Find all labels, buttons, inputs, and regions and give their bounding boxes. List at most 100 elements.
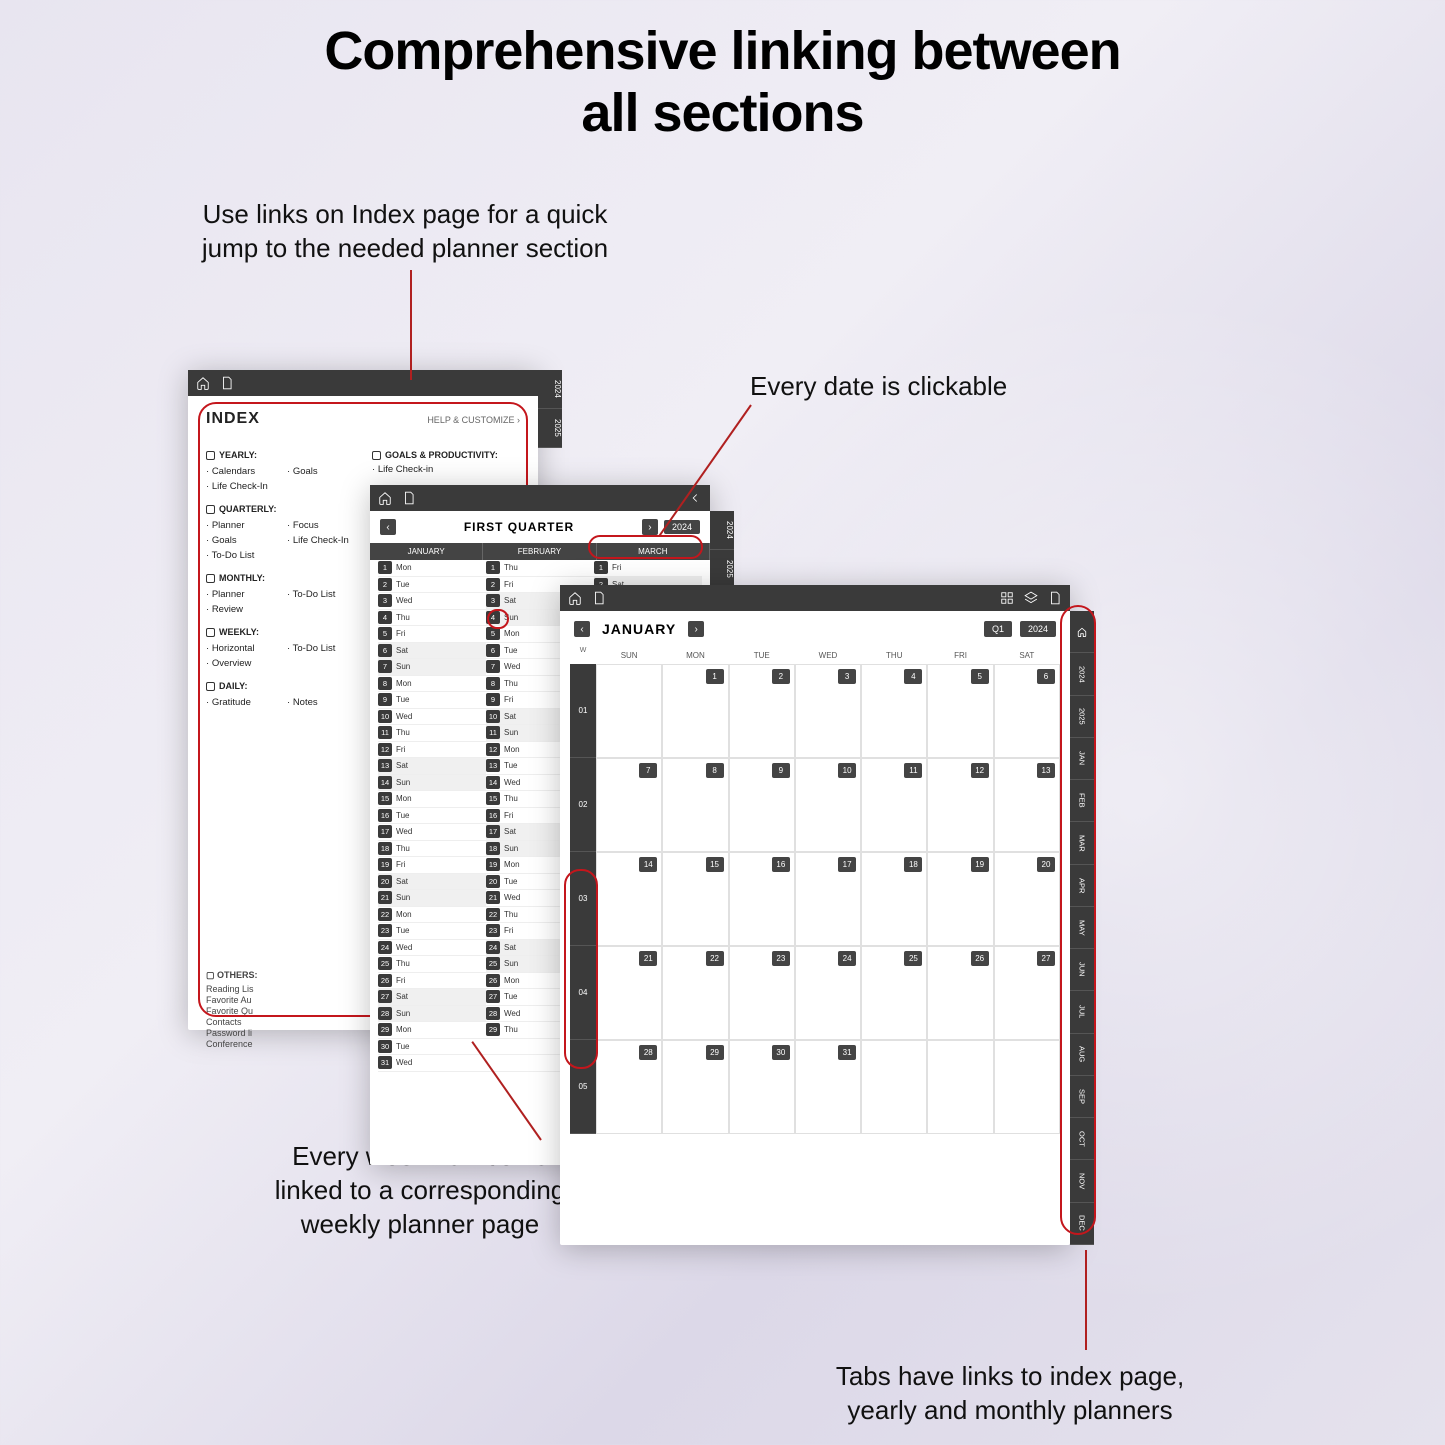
- quarter-day-cell[interactable]: 29Mon: [378, 1022, 486, 1039]
- quarter-day-cell[interactable]: 23Tue: [378, 923, 486, 940]
- side-tab[interactable]: OCT: [1070, 1118, 1094, 1160]
- quarter-pill[interactable]: Q1: [984, 621, 1012, 637]
- quarter-day-cell[interactable]: 31Wed: [378, 1055, 486, 1072]
- page-icon[interactable]: [592, 591, 606, 605]
- page-icon[interactable]: [402, 491, 416, 505]
- quarter-day-cell[interactable]: 3Wed: [378, 593, 486, 610]
- side-tab[interactable]: 2025: [710, 550, 734, 589]
- quarter-day-cell[interactable]: 9Tue: [378, 692, 486, 709]
- side-tab[interactable]: 2024: [538, 370, 562, 409]
- quarter-day-cell[interactable]: 15Mon: [378, 791, 486, 808]
- side-tab[interactable]: JUN: [1070, 949, 1094, 991]
- page-icon[interactable]: [220, 376, 234, 390]
- side-tab[interactable]: 2025: [1070, 696, 1094, 738]
- index-link[interactable]: Goals: [287, 466, 354, 477]
- side-tab[interactable]: DEC: [1070, 1203, 1094, 1245]
- calendar-day-cell[interactable]: 13: [994, 758, 1060, 852]
- side-tab[interactable]: MAY: [1070, 907, 1094, 949]
- calendar-day-cell[interactable]: 2: [729, 664, 795, 758]
- index-link[interactable]: To-Do List: [206, 550, 273, 561]
- index-link[interactable]: Goals: [206, 535, 273, 546]
- quarter-day-cell[interactable]: 8Mon: [378, 676, 486, 693]
- calendar-day-cell[interactable]: 16: [729, 852, 795, 946]
- layers-icon[interactable]: [1024, 591, 1038, 605]
- index-link[interactable]: Calendars: [206, 466, 273, 477]
- side-tab-home[interactable]: [1070, 611, 1094, 653]
- calendar-day-cell[interactable]: 12: [927, 758, 993, 852]
- index-link[interactable]: Gratitude: [206, 697, 273, 708]
- calendar-day-cell[interactable]: 7: [596, 758, 662, 852]
- help-customize-link[interactable]: HELP & CUSTOMIZE ›: [427, 415, 520, 425]
- calendar-day-cell[interactable]: 20: [994, 852, 1060, 946]
- quarter-day-cell[interactable]: 12Fri: [378, 742, 486, 759]
- next-month-button[interactable]: ›: [688, 621, 704, 637]
- index-link[interactable]: To-Do List: [287, 643, 354, 654]
- side-tab[interactable]: JAN: [1070, 738, 1094, 780]
- index-link[interactable]: Life Check-In: [287, 535, 354, 546]
- calendar-day-cell[interactable]: 1: [662, 664, 728, 758]
- prev-month-button[interactable]: ‹: [574, 621, 590, 637]
- side-tab[interactable]: APR: [1070, 865, 1094, 907]
- quarter-day-cell[interactable]: 7Sun: [378, 659, 486, 676]
- month-header[interactable]: JANUARY: [370, 543, 483, 560]
- side-tab[interactable]: 2024: [1070, 653, 1094, 695]
- index-link[interactable]: Review: [206, 604, 273, 615]
- prev-quarter-button[interactable]: ‹: [380, 519, 396, 535]
- index-link[interactable]: Focus: [287, 520, 354, 531]
- calendar-day-cell[interactable]: 26: [927, 946, 993, 1040]
- quarter-day-cell[interactable]: 5Fri: [378, 626, 486, 643]
- quarter-day-cell[interactable]: 18Thu: [378, 841, 486, 858]
- side-tab[interactable]: 2024: [710, 511, 734, 550]
- quarter-day-cell[interactable]: 1Mon: [378, 560, 486, 577]
- index-link[interactable]: Planner: [206, 589, 273, 600]
- quarter-day-cell[interactable]: 1Fri: [594, 560, 702, 577]
- side-tab[interactable]: FEB: [1070, 780, 1094, 822]
- side-tab[interactable]: 2025: [538, 409, 562, 448]
- calendar-day-cell[interactable]: 6: [994, 664, 1060, 758]
- calendar-day-cell[interactable]: 19: [927, 852, 993, 946]
- calendar-day-cell[interactable]: 23: [729, 946, 795, 1040]
- home-icon[interactable]: [378, 491, 392, 505]
- quarter-day-cell[interactable]: 14Sun: [378, 775, 486, 792]
- quarter-day-cell[interactable]: 20Sat: [378, 874, 486, 891]
- quarter-day-cell[interactable]: 22Mon: [378, 907, 486, 924]
- next-quarter-button[interactable]: ›: [642, 519, 658, 535]
- calendar-day-cell[interactable]: 31: [795, 1040, 861, 1134]
- quarter-day-cell[interactable]: 11Thu: [378, 725, 486, 742]
- quarter-day-cell[interactable]: 30Tue: [378, 1039, 486, 1056]
- quarter-day-cell[interactable]: 24Wed: [378, 940, 486, 957]
- side-tab[interactable]: SEP: [1070, 1076, 1094, 1118]
- index-link[interactable]: Notes: [287, 697, 354, 708]
- calendar-day-cell[interactable]: 14: [596, 852, 662, 946]
- calendar-day-cell[interactable]: 8: [662, 758, 728, 852]
- quarter-day-cell[interactable]: 2Tue: [378, 577, 486, 594]
- quarter-day-cell[interactable]: 21Sun: [378, 890, 486, 907]
- index-link[interactable]: Planner: [206, 520, 273, 531]
- quarter-day-cell[interactable]: 1Thu: [486, 560, 594, 577]
- calendar-day-cell[interactable]: 28: [596, 1040, 662, 1134]
- quarter-day-cell[interactable]: 4Thu: [378, 610, 486, 627]
- grid-icon[interactable]: [1000, 591, 1014, 605]
- calendar-day-cell[interactable]: 5: [927, 664, 993, 758]
- week-number[interactable]: 04: [570, 946, 596, 1040]
- calendar-day-cell[interactable]: 27: [994, 946, 1060, 1040]
- index-link[interactable]: To-Do List: [287, 589, 354, 600]
- week-number[interactable]: 03: [570, 852, 596, 946]
- quarter-day-cell[interactable]: 28Sun: [378, 1006, 486, 1023]
- quarter-day-cell[interactable]: 25Thu: [378, 956, 486, 973]
- index-link[interactable]: Life Check-in: [372, 464, 520, 475]
- month-header[interactable]: FEBRUARY: [483, 543, 596, 560]
- index-link[interactable]: Overview: [206, 658, 273, 669]
- index-link[interactable]: Life Check-In: [206, 481, 273, 492]
- calendar-day-cell[interactable]: 22: [662, 946, 728, 1040]
- calendar-day-cell[interactable]: 3: [795, 664, 861, 758]
- quarter-day-cell[interactable]: 6Sat: [378, 643, 486, 660]
- calendar-day-cell[interactable]: 21: [596, 946, 662, 1040]
- quarter-day-cell[interactable]: 27Sat: [378, 989, 486, 1006]
- home-icon[interactable]: [196, 376, 210, 390]
- calendar-day-cell[interactable]: 4: [861, 664, 927, 758]
- week-number[interactable]: 05: [570, 1040, 596, 1134]
- side-tab[interactable]: NOV: [1070, 1160, 1094, 1202]
- calendar-day-cell[interactable]: 25: [861, 946, 927, 1040]
- quarter-day-cell[interactable]: 13Sat: [378, 758, 486, 775]
